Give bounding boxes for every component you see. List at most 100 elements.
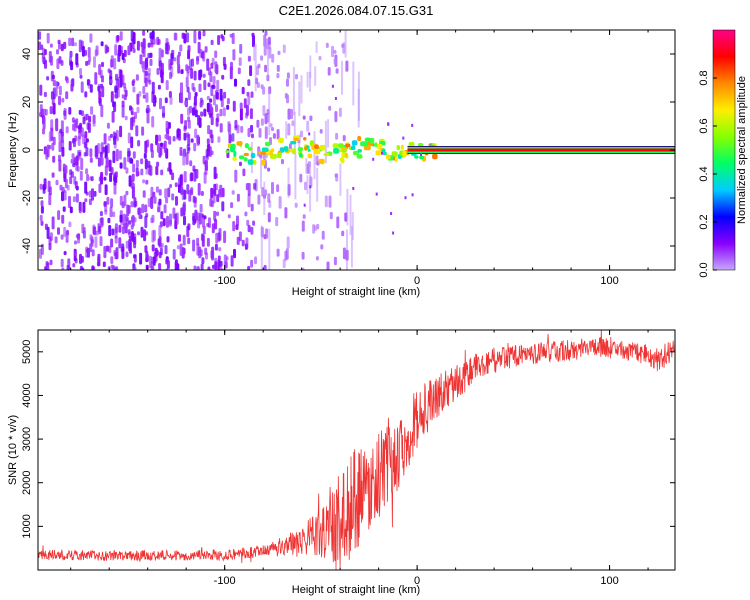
spectrogram-cell: [302, 214, 306, 219]
spectrogram-cell: [291, 148, 297, 155]
spectrogram-cell: [84, 91, 88, 98]
spectrogram-cell: [150, 143, 154, 152]
spectrogram-cell: [72, 163, 76, 168]
spectrogram-cell: [267, 44, 269, 78]
spectrogram-cell: [271, 53, 275, 63]
spectrogram-cell: [123, 157, 127, 170]
spectrogram-cell: [60, 136, 64, 143]
spectrogram-cell: [104, 165, 108, 176]
spectrogram-cell: [79, 170, 83, 181]
spectrogram-cell: [60, 120, 64, 134]
spectrogram-cell: [182, 234, 186, 246]
spectrogram-cell: [203, 215, 207, 220]
spectrogram-cell: [136, 40, 140, 51]
spectrogram-cell: [309, 115, 313, 122]
spectrogram-cell: [119, 214, 123, 223]
spectrogram-cell: [169, 71, 172, 80]
spectrogram-cell: [247, 95, 251, 106]
spectrogram-cell: [323, 153, 330, 157]
spectrogram-cell: [318, 55, 322, 61]
spectrogram-xtick-label: 0: [414, 275, 420, 287]
spectrogram-cell: [132, 48, 136, 53]
spectrogram-cell: [404, 196, 407, 200]
spectrogram-cell: [46, 32, 50, 44]
spectrogram-cell: [100, 41, 104, 47]
spectrogram-cell: [346, 229, 348, 270]
spectrogram-cell: [74, 181, 78, 189]
spectrogram-cell: [152, 38, 156, 45]
spectrogram-cell: [89, 33, 93, 43]
spectrogram-cell: [264, 113, 268, 125]
spectrogram-cell: [267, 167, 271, 172]
snr-frame: [37, 329, 676, 571]
spectrogram-cell: [100, 83, 104, 89]
spectrogram-cell: [81, 267, 85, 270]
spectrogram-cell: [307, 148, 311, 152]
spectrogram-cell: [243, 98, 247, 109]
spectrogram-cell: [175, 212, 179, 225]
spectrogram-cell: [206, 138, 210, 145]
spectrogram-cell: [49, 259, 53, 266]
spectrogram-cell: [335, 132, 339, 140]
spectrogram-cell: [307, 153, 313, 159]
spectrogram-cell: [239, 102, 243, 110]
spectrogram-cell: [41, 52, 45, 63]
spectrogram-cell: [157, 84, 161, 90]
spectrogram-cell: [210, 187, 214, 199]
spectrogram-cell: [187, 45, 191, 53]
spectrogram-cell: [156, 161, 160, 167]
spectrogram-cell: [110, 198, 114, 208]
spectrogram-cell: [245, 183, 249, 191]
spectrogram-cell: [344, 152, 348, 157]
spectrogram-cell: [287, 123, 291, 136]
spectrogram-cell: [145, 179, 149, 185]
spectrogram-cell: [293, 111, 296, 154]
spectrogram-cell: [228, 134, 232, 144]
spectrogram-cell: [135, 159, 139, 168]
spectrogram-cell: [79, 124, 82, 133]
spectrogram-cell: [301, 220, 305, 232]
spectrogram-cell: [160, 211, 164, 220]
spectrogram-cell: [341, 230, 345, 237]
spectrogram-cell: [272, 133, 276, 139]
spectrogram-cell: [151, 265, 155, 270]
spectrogram-cell: [130, 30, 134, 42]
spectrogram-cell: [72, 263, 76, 268]
spectrogram-cell: [256, 82, 260, 88]
spectrogram-cell: [212, 189, 216, 195]
spectrogram-cell: [332, 143, 339, 149]
spectrogram-cell: [234, 169, 238, 183]
spectrogram-cell: [326, 261, 330, 270]
spectrogram-cell: [188, 190, 192, 202]
spectrogram-cell: [171, 172, 175, 181]
spectrogram-cell: [139, 252, 143, 265]
colorbar-ticks: 0.0 0.2 0.4 0.6 0.8: [698, 70, 717, 278]
spectrogram-ytick-label: -40: [21, 238, 33, 254]
spectrogram-cell: [142, 179, 146, 184]
spectrogram-cell: [133, 254, 137, 259]
spectrogram-cell: [159, 97, 162, 110]
spectrogram-cell: [221, 201, 225, 212]
spectrogram-cell: [298, 134, 301, 151]
spectrogram-cell: [250, 226, 254, 235]
spectrogram-cell: [307, 161, 311, 168]
spectrogram-cell: [86, 79, 90, 86]
spectrogram-cell: [141, 203, 145, 214]
spectrogram-cell: [352, 187, 355, 190]
spectrogram-cell: [222, 107, 226, 117]
spectrogram-cell: [202, 155, 206, 165]
spectrogram-cell: [130, 117, 134, 131]
spectrogram-cell: [276, 64, 280, 72]
spectrogram-cell: [117, 53, 121, 62]
spectrogram-cell: [132, 163, 136, 173]
spectrogram-cell: [233, 248, 236, 259]
spectrogram-cell: [150, 186, 154, 200]
spectrogram-cell: [93, 56, 96, 68]
spectrogram-cell: [97, 157, 101, 167]
spectrogram-cell: [342, 247, 346, 260]
spectrogram-cell: [71, 117, 75, 123]
spectrogram-cell: [112, 265, 116, 270]
spectrogram-cell: [145, 231, 149, 236]
spectrogram-cell: [135, 74, 139, 81]
